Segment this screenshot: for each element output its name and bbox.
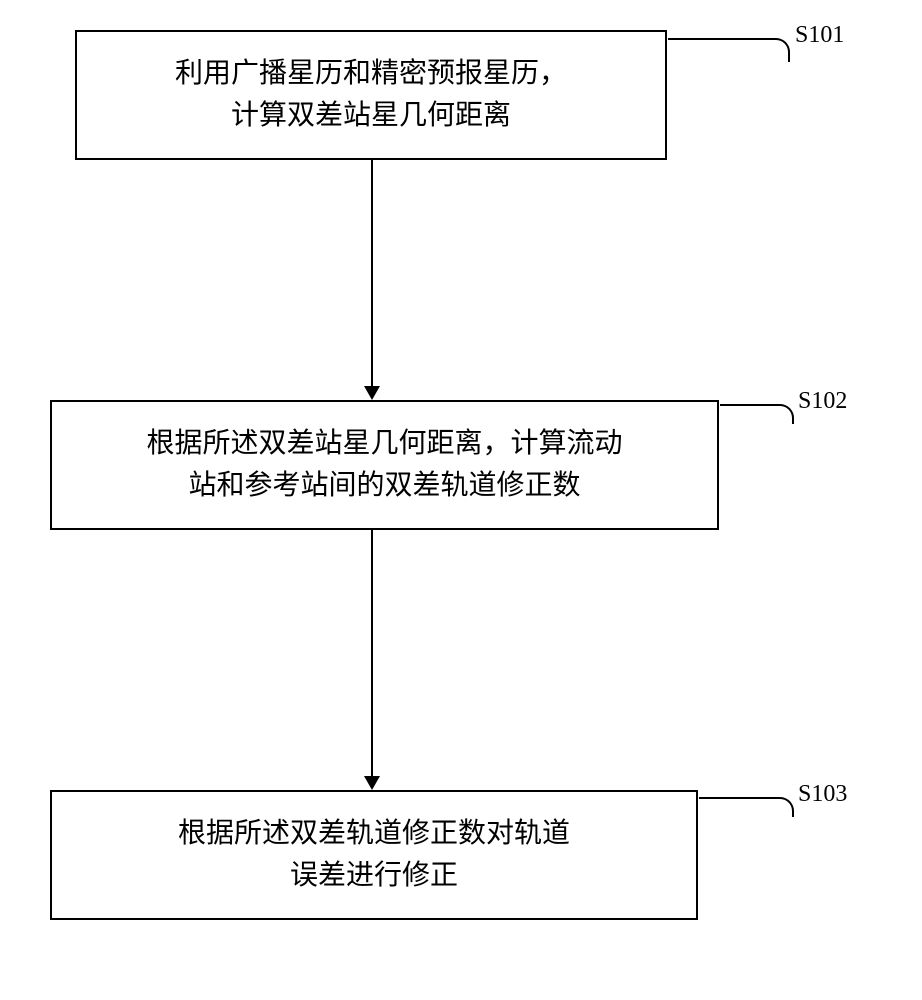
step-2-label: S102 <box>798 388 847 415</box>
step-1-box: 利用广播星历和精密预报星历， 计算双差站星几何距离 <box>75 30 667 160</box>
step-3-line1: 根据所述双差轨道修正数对轨道 <box>178 813 570 855</box>
step-2-text: 根据所述双差站星几何距离，计算流动 站和参考站间的双差轨道修正数 <box>146 423 622 507</box>
step-1-label: S101 <box>795 22 844 49</box>
step-2-line1: 根据所述双差站星几何距离，计算流动 <box>146 423 622 465</box>
arrow-1-line <box>371 160 373 386</box>
step-3-label: S103 <box>798 781 847 808</box>
step-3-line2: 误差进行修正 <box>178 855 570 897</box>
step-1-text: 利用广播星历和精密预报星历， 计算双差站星几何距离 <box>175 53 567 137</box>
arrow-2-line <box>371 530 373 776</box>
step-2-box: 根据所述双差站星几何距离，计算流动 站和参考站间的双差轨道修正数 <box>50 400 719 530</box>
arrow-2-head <box>364 776 380 790</box>
step-1-line2: 计算双差站星几何距离 <box>175 95 567 137</box>
label-1-connector <box>668 38 790 62</box>
step-3-text: 根据所述双差轨道修正数对轨道 误差进行修正 <box>178 813 570 897</box>
label-3-connector <box>699 797 794 817</box>
step-3-box: 根据所述双差轨道修正数对轨道 误差进行修正 <box>50 790 698 920</box>
step-2-line2: 站和参考站间的双差轨道修正数 <box>146 465 622 507</box>
label-2-connector <box>720 404 794 424</box>
step-1-line1: 利用广播星历和精密预报星历， <box>175 53 567 95</box>
arrow-1-head <box>364 386 380 400</box>
